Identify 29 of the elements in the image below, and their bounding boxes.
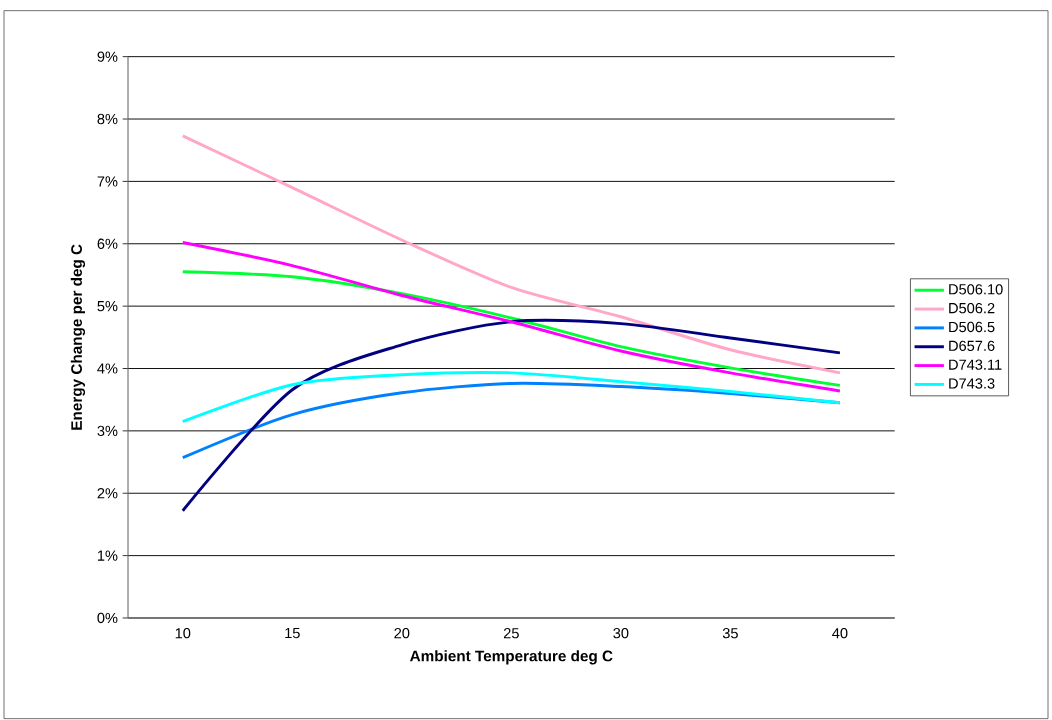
x-tick-label: 10 <box>175 628 191 639</box>
x-axis-title: Ambient Temperature deg C <box>410 650 613 665</box>
y-tick-label: 5% <box>97 301 118 312</box>
legend-label: D657.6 <box>949 340 995 351</box>
x-tick-label: 30 <box>613 628 629 639</box>
line-series <box>181 241 842 393</box>
legend-label: D506.10 <box>949 284 1003 295</box>
legend-label: D506.5 <box>949 321 995 333</box>
legend-label: D506.2 <box>949 302 995 314</box>
legend-label: D743.11 <box>949 359 1002 370</box>
y-axis-title: Energy Change per deg C <box>70 244 86 430</box>
x-tick-label: 40 <box>832 628 848 639</box>
y-tick-label: 4% <box>97 363 118 374</box>
line-series <box>181 134 842 375</box>
y-tick-label: 2% <box>97 488 118 499</box>
y-tick-label: 7% <box>97 176 118 187</box>
x-tick-label: 35 <box>722 628 738 639</box>
y-tick-label: 0% <box>97 612 118 624</box>
y-tick-label: 3% <box>97 425 118 437</box>
x-tick-label: 20 <box>394 628 410 639</box>
y-tick-label: 1% <box>97 550 118 561</box>
y-tick-label: 9% <box>97 51 118 62</box>
y-tick-label: 6% <box>97 238 118 249</box>
x-tick-label: 25 <box>503 628 519 639</box>
legend-label: D743.3 <box>949 378 995 389</box>
y-tick-label: 8% <box>97 113 118 125</box>
line-series <box>181 270 842 387</box>
line-series <box>181 371 842 423</box>
x-tick-label: 15 <box>285 628 300 639</box>
